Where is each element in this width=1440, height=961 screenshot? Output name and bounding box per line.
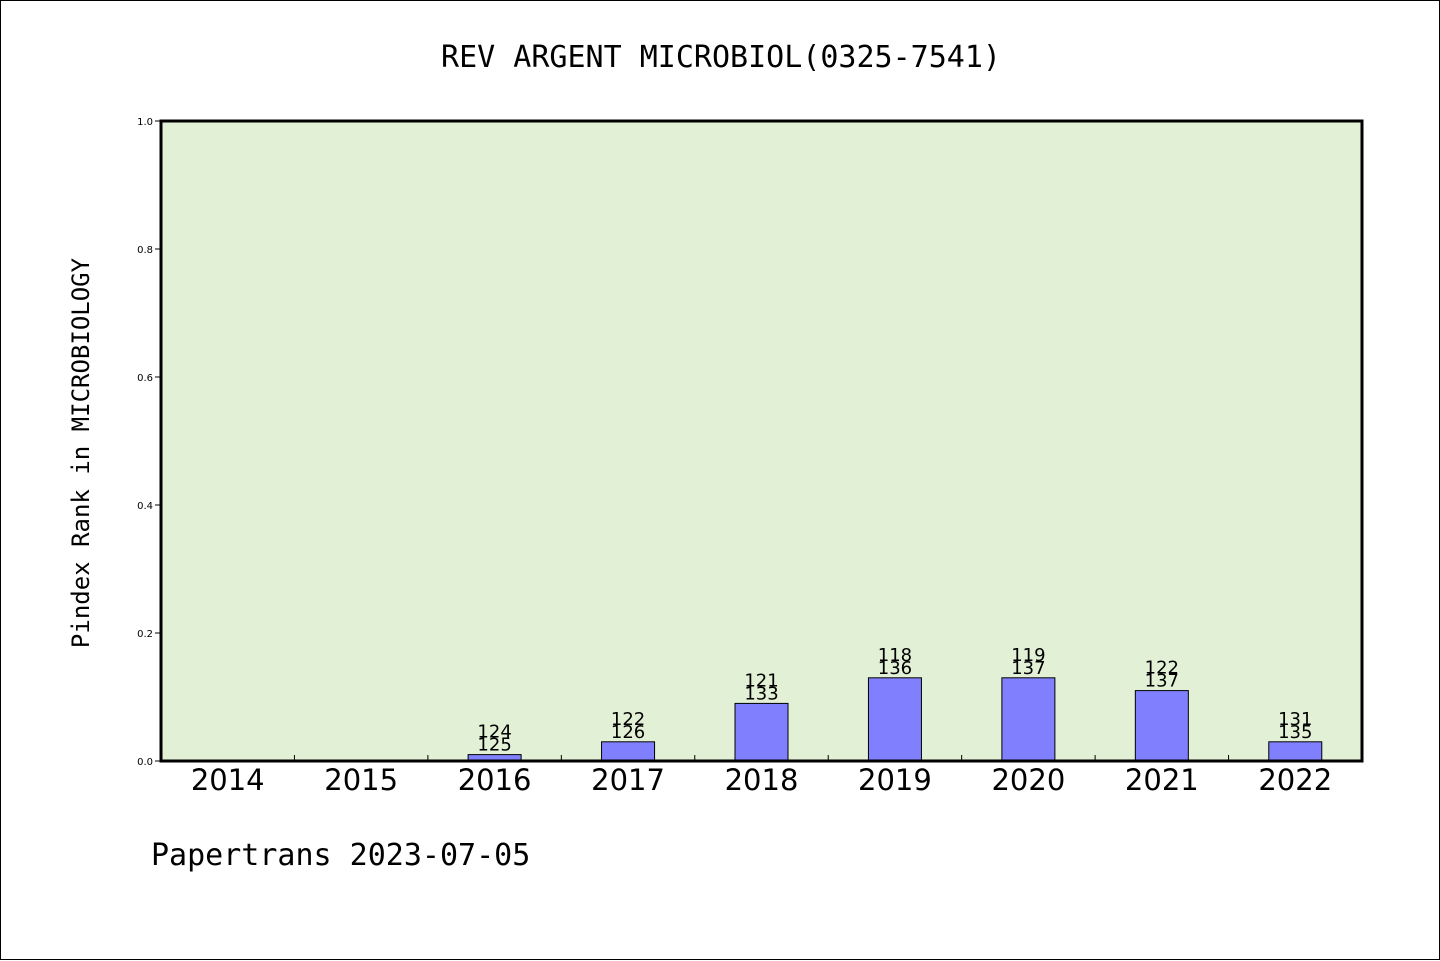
- x-tick-label: 2018: [725, 763, 799, 797]
- y-tick-label: 1.0: [137, 117, 153, 128]
- bar-label-bottom: 135: [1278, 722, 1312, 743]
- bar-label-bottom: 126: [611, 722, 645, 743]
- x-tick-label: 2020: [991, 763, 1065, 797]
- bar-label-bottom: 136: [878, 658, 912, 679]
- y-tick-label: 0.0: [137, 757, 153, 768]
- bar-label-bottom: 137: [1011, 658, 1045, 679]
- y-tick-label: 0.8: [137, 245, 153, 256]
- x-tick-label: 2019: [858, 763, 932, 797]
- bar-label-top: 121: [744, 670, 778, 691]
- bars: [467, 677, 1323, 762]
- plot-border: [159, 119, 1364, 763]
- x-axis: 2014 2015 2016 2017 2018 2019 2020 2021 2022: [191, 755, 1332, 797]
- bar: [601, 741, 656, 762]
- bar: [1268, 741, 1323, 762]
- bar: [1134, 690, 1189, 762]
- bar-label-bottom: 137: [1145, 671, 1179, 692]
- x-tick-label: 2021: [1125, 763, 1199, 797]
- chart-title: REV ARGENT MICROBIOL(0325-7541): [441, 40, 1001, 75]
- bar-label-top: 118: [878, 645, 912, 666]
- x-tick-label: 2015: [324, 763, 398, 797]
- bar-label-top: 122: [1145, 658, 1179, 679]
- bar: [1001, 677, 1056, 762]
- plot-area: [161, 121, 1362, 761]
- bar-label-top: 119: [1011, 645, 1045, 666]
- bar-label-bottom: 125: [477, 735, 511, 756]
- bar-label-bottom: 133: [744, 683, 778, 704]
- y-tick-label: 0.2: [137, 629, 153, 640]
- x-tick-label: 2017: [591, 763, 665, 797]
- bar: [734, 702, 789, 762]
- bar-label-top: 122: [611, 709, 645, 730]
- y-axis: 0.0 0.2 0.4 0.6 0.8 1.0: [137, 117, 161, 768]
- y-axis-label: Pindex Rank in MICROBIOLOGY: [67, 257, 95, 648]
- x-tick-label: 2022: [1258, 763, 1332, 797]
- bar: [867, 677, 922, 762]
- bar-label-top: 124: [477, 722, 511, 743]
- footer-text: Papertrans 2023-07-05: [151, 838, 530, 873]
- y-tick-label: 0.4: [137, 501, 153, 512]
- x-tick-label: 2016: [458, 763, 532, 797]
- x-tick-label: 2014: [191, 763, 265, 797]
- y-tick-label: 0.6: [137, 373, 153, 384]
- bar-label-top: 131: [1278, 709, 1312, 730]
